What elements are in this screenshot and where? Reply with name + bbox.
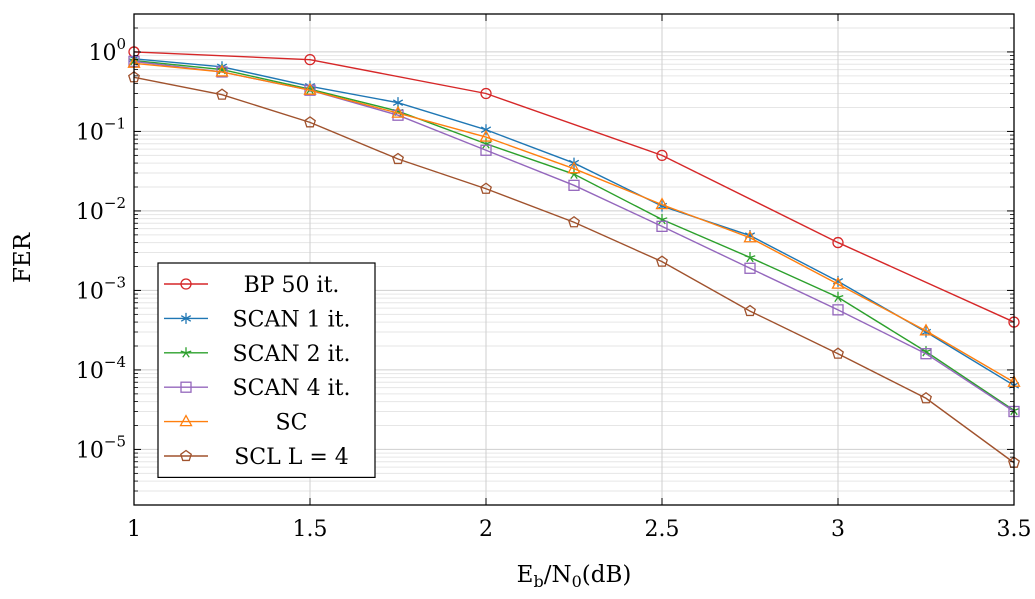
ticks-layer: 100 10−1 10−2 10−3 10−4 10−5 1 1.5 2 2.5 3 3.5 [76, 14, 1032, 542]
x-tick-label: 3.5 [997, 517, 1032, 542]
data-point-marker [832, 291, 844, 303]
data-point-marker [656, 220, 668, 232]
data-point-marker [480, 87, 492, 100]
x-tick-label: 1.5 [293, 517, 328, 542]
x-tick-label: 3 [831, 517, 845, 542]
y-tick-label: 100 [88, 35, 126, 66]
legend-item: SCAN 1 it. [164, 307, 350, 332]
series-1 [128, 46, 1020, 328]
data-point-marker [567, 161, 581, 174]
series-line [133, 76, 1015, 464]
data-point-marker [215, 64, 229, 77]
legend-box [157, 262, 376, 478]
data-point-marker [744, 251, 756, 263]
data-point-marker [568, 215, 580, 228]
data-point-marker [392, 152, 404, 165]
data-point-marker [920, 391, 932, 404]
legend-label: SC [276, 411, 308, 436]
data-point-marker [656, 149, 668, 162]
data-point-marker [304, 116, 316, 128]
x-tick-label: 2.5 [645, 517, 680, 542]
data-point-marker [656, 255, 668, 267]
data-point-marker [391, 105, 405, 118]
data-point-marker [743, 230, 757, 243]
data-point-marker [831, 276, 845, 289]
data-point-marker [832, 304, 844, 316]
x-axis-title: Eb/N0(dB) [517, 562, 632, 591]
legend-label: SCL L = 4 [234, 445, 349, 470]
legend-item: SCAN 2 it. [164, 342, 350, 367]
legend-item: SCAN 4 it. [164, 376, 350, 401]
series-line [133, 51, 1015, 323]
x-tick-label: 2 [479, 517, 493, 542]
x-tick-label: 1 [127, 517, 141, 542]
data-point-marker [920, 348, 932, 360]
data-point-marker [832, 236, 844, 249]
data-point-marker [303, 82, 317, 95]
y-tick-label: 10−1 [76, 114, 126, 145]
legend-item: SC [164, 411, 307, 436]
data-point-marker [919, 323, 933, 336]
y-tick-label: 10−4 [76, 353, 126, 384]
series-5 [127, 55, 1021, 387]
legend-marker [180, 312, 192, 324]
legend-marker [180, 381, 192, 393]
legend-label: SCAN 2 it. [233, 342, 351, 367]
data-point-marker [479, 129, 493, 142]
y-axis-title: FER [10, 232, 36, 283]
data-point-marker [568, 179, 580, 191]
legend-item: BP 50 it. [164, 273, 339, 298]
legend-marker [179, 414, 193, 427]
data-point-marker [304, 53, 316, 66]
legend-marker [180, 449, 192, 462]
series-line [133, 62, 1015, 383]
legend-item: SCL L = 4 [164, 445, 349, 470]
legend-marker [180, 347, 192, 358]
plot-frame [133, 13, 1015, 506]
data-point-marker [744, 262, 756, 274]
data-point-marker [832, 347, 844, 359]
y-tick-label: 10−2 [76, 194, 126, 225]
y-tick-label: 10−3 [76, 273, 126, 304]
legend-label: SCAN 1 it. [233, 307, 351, 332]
legend-label: SCAN 4 it. [233, 376, 351, 401]
legend: BP 50 it. SCAN 1 it. SCAN 2 it. SCAN 4 it. S… [157, 262, 376, 478]
legend-marker [180, 278, 192, 290]
data-point-marker [655, 197, 669, 210]
data-point-marker [744, 304, 756, 317]
y-tick-label: 10−5 [76, 432, 126, 463]
legend-label: BP 50 it. [244, 273, 340, 298]
data-point-marker [480, 144, 492, 156]
data-point-marker [216, 88, 228, 100]
data-point-marker [480, 182, 492, 194]
